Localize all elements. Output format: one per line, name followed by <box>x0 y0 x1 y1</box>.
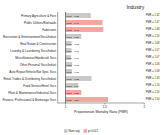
value-label-right: PMR = 1.33 <box>146 76 160 80</box>
value-label-right: PMR = 1.16 <box>146 83 160 87</box>
bar <box>66 27 104 32</box>
value-label: PMR = 1.20 <box>67 92 80 94</box>
value-label: PMR = 1.48 <box>67 29 80 31</box>
bar <box>66 90 82 95</box>
x-tick-label: 1.5 <box>103 105 108 109</box>
value-label-right: PMR = 1.07 <box>146 55 160 59</box>
value-label: PMR = 1.47 <box>67 22 80 24</box>
x-axis-label: Proportionate Mortality Ratio (PMR) <box>74 110 128 114</box>
value-label-right: PMR = 1.07 <box>146 48 160 52</box>
value-label: PMR = 1.54 <box>67 99 80 101</box>
value-label: PMR = 1.16 <box>67 85 80 87</box>
value-label-right: PMR = 1.48 <box>146 27 160 31</box>
category-label: Recreation & Entertainment/Svcs/Indust <box>3 35 56 39</box>
value-label: PMR = 1.08 <box>67 71 80 73</box>
bar <box>66 76 92 81</box>
legend-label: p<0.01 <box>88 129 98 133</box>
value-label: PMR = 1.08 <box>67 64 80 66</box>
value-label: PMR = 1.07 <box>67 50 80 52</box>
bar <box>66 20 103 25</box>
value-label-right: PMR = 1.08 <box>146 69 160 73</box>
background <box>0 0 162 135</box>
value-label: PMR = 1.32 <box>67 15 80 17</box>
x-axis-line <box>58 103 145 104</box>
legend: Non-sig p<0.01 <box>64 129 98 133</box>
x-tick-label: 1 <box>65 105 67 109</box>
bar <box>66 34 82 39</box>
bars <box>66 13 108 102</box>
bar <box>66 97 108 102</box>
value-label-right: PMR = 1.47 <box>146 20 160 24</box>
category-label: Fabricants <box>42 28 57 32</box>
category-label: Finance, Professional & Brokerage Svcs <box>3 98 57 102</box>
y-axis-line <box>57 12 58 103</box>
value-label-right: PMR = 1.20 <box>146 34 160 38</box>
x-tick-label: 2 <box>143 105 145 109</box>
legend-swatch <box>64 129 68 133</box>
value-label: PMR = 1.07 <box>67 57 80 59</box>
category-label: Miscellaneous/Handicraft Svcs <box>15 56 56 60</box>
category-label: Primary Agriculture & Fore <box>21 14 57 18</box>
category-label: Food Service/Hotel Svcs <box>23 84 56 88</box>
bar <box>66 13 91 18</box>
value-label-right: PMR = 1.54 <box>146 97 160 101</box>
value-label: PMR = 1.20 <box>67 36 80 38</box>
category-label: Public Utilities/Railroads <box>24 21 57 25</box>
legend-label: Non-sig <box>69 129 80 133</box>
value-label: PMR = 1.08 <box>67 43 80 45</box>
chart: Finance, Professional & Brokerage Svcs Pl… <box>0 0 162 135</box>
category-label: Other Personal Svcs/Indust <box>20 63 57 67</box>
value-label: PMR = 1.33 <box>67 78 80 80</box>
category-label: Real Estate & Construction <box>20 42 56 46</box>
category-label: Auto Repair/Vehicle/Not Spec Svcs <box>9 70 56 74</box>
value-label-right: PMR = 1.32 <box>146 13 160 17</box>
category-label: Retail Trades & Distributing Svcs/Indust <box>4 77 57 81</box>
title: Industry <box>126 4 144 10</box>
category-label: Plant & Maintenance/Industrial Svcs <box>8 91 57 95</box>
value-label-right: PMR = 1.08 <box>146 62 160 66</box>
category-label: Laundry & Laundering Svcs/Indust <box>10 49 56 53</box>
value-label-right: PMR = 1.20 <box>146 90 160 94</box>
legend-swatch <box>84 129 88 133</box>
value-label-right: PMR = 1.08 <box>146 41 160 45</box>
